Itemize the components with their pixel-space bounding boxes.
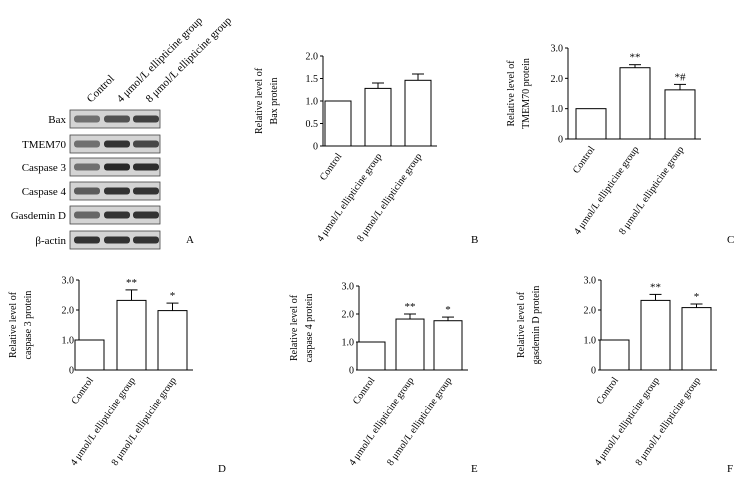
y-axis-label: Relative level of (506, 60, 517, 127)
significance-marker: ** (126, 277, 137, 289)
blot-band (74, 187, 100, 195)
y-tick-label: 2.0 (62, 306, 75, 317)
bar (356, 341, 386, 371)
panel-letter: A (186, 234, 194, 246)
band-label: Gasdemin D (11, 210, 66, 222)
y-axis-label: TMEM70 protein (521, 58, 532, 129)
category-label: Control (318, 151, 345, 183)
y-tick-label: 1.0 (551, 104, 564, 115)
blot-band (104, 187, 130, 195)
y-tick-label: 0 (349, 366, 354, 377)
chart-caspase4: 0 1.0 2.0 3.0 Relative level of caspase 4 pro… (289, 282, 478, 476)
y-axis-label: Relative level of (516, 291, 527, 358)
significance-marker: * (170, 290, 176, 302)
category-label: Control (594, 375, 621, 407)
category-label: 8 μmol/L ellipticine group (385, 375, 454, 468)
bar (599, 339, 630, 371)
band-label: TMEM70 (22, 139, 67, 151)
y-tick-label: 1.0 (62, 336, 75, 347)
panel-letter: B (471, 234, 478, 246)
blot-band (104, 211, 130, 219)
panel-letter: C (727, 234, 734, 246)
chart-caspase3: 0 1.0 2.0 3.0 Relative level of caspase 3 pro… (8, 276, 226, 476)
y-tick-label: 3.0 (62, 276, 75, 287)
significance-marker: ** (630, 52, 641, 64)
y-tick-label: 2.0 (584, 306, 597, 317)
bar (433, 320, 463, 371)
y-tick-label: 2.0 (306, 52, 319, 63)
band-label: β-actin (35, 235, 66, 247)
panel-letter: E (471, 463, 478, 475)
blot-band (74, 163, 100, 171)
blot-band (133, 163, 159, 171)
y-tick-label: 3.0 (551, 44, 564, 55)
bar (324, 100, 352, 147)
blot-band (104, 140, 130, 148)
bar (619, 67, 651, 140)
y-tick-label: 1.0 (584, 336, 597, 347)
y-tick-label: 3.0 (342, 282, 355, 293)
chart-tmem70: 0 1.0 2.0 3.0 Relative level of TMEM70 protei… (506, 44, 734, 247)
blot-band (133, 236, 159, 244)
y-tick-label: 0 (69, 366, 74, 377)
y-tick-label: 0 (313, 142, 318, 153)
significance-marker: * (694, 291, 700, 303)
bar (395, 318, 425, 371)
y-tick-label: 0 (591, 366, 596, 377)
significance-marker: * (445, 304, 451, 316)
y-axis-label: Relative level of (254, 67, 265, 134)
y-axis-label: caspase 4 protein (304, 294, 315, 363)
band-label: Bax (48, 114, 66, 126)
y-tick-label: 2.0 (342, 310, 355, 321)
bar (681, 307, 712, 371)
y-axis-label: Relative level of (289, 294, 300, 361)
bar (664, 89, 696, 140)
y-tick-label: 3.0 (584, 276, 597, 287)
blot-band (74, 236, 100, 244)
bar (640, 299, 671, 371)
blot-band (74, 140, 100, 148)
panel-letter: F (727, 463, 733, 475)
y-tick-label: 0.5 (306, 119, 319, 130)
panel-letter: D (218, 463, 226, 475)
significance-marker: ** (650, 281, 661, 293)
blot-band (133, 211, 159, 219)
y-tick-label: 1.0 (306, 97, 319, 108)
category-label: 4 μmol/L ellipticine group (347, 375, 416, 468)
y-axis-label: caspase 3 protein (23, 291, 34, 360)
category-label: Control (69, 375, 96, 407)
y-axis-label: gasdemin D protein (531, 286, 542, 365)
blot-band (133, 187, 159, 195)
blot-band (104, 115, 130, 123)
y-axis-label: Relative level of (8, 291, 19, 358)
chart-bax: 0 0.5 1.0 1.5 2.0 Relative level of Bax protei… (254, 52, 478, 247)
category-label: Control (351, 375, 378, 407)
blot-band (133, 115, 159, 123)
band-label: Caspase 3 (22, 162, 67, 174)
blot-band (74, 211, 100, 219)
blot-band (104, 163, 130, 171)
y-tick-label: 2.0 (551, 74, 564, 85)
bar (404, 79, 432, 147)
blot-band (104, 236, 130, 244)
y-tick-label: 1.0 (342, 338, 355, 349)
bar (364, 87, 392, 147)
band-label: Caspase 4 (22, 186, 67, 198)
y-tick-label: 0 (558, 135, 563, 146)
chart-gasdemin-d: 0 1.0 2.0 3.0 Relative level of gasdemin D pr… (516, 276, 733, 476)
bar (74, 339, 105, 371)
blot-band (133, 140, 159, 148)
y-axis-label: Bax protein (269, 78, 280, 125)
bar (157, 310, 188, 371)
significance-marker: ** (405, 301, 416, 313)
bar (575, 108, 607, 140)
blot-band (74, 115, 100, 123)
significance-marker: *# (675, 71, 687, 83)
lane-label: Control (85, 73, 117, 105)
category-label: Control (571, 144, 598, 176)
bar (116, 299, 147, 371)
y-tick-label: 1.5 (306, 74, 319, 85)
